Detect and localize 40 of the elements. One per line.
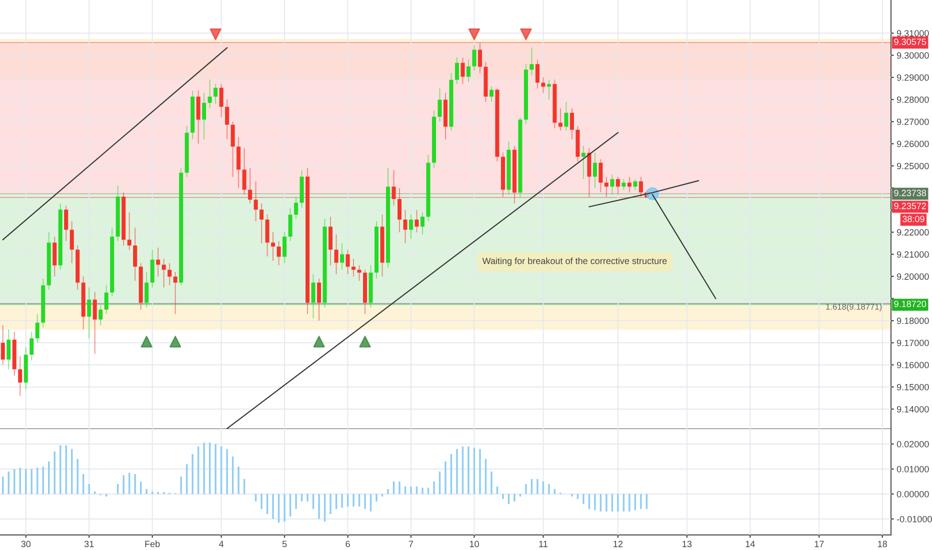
x-tick-label: 5 xyxy=(282,540,287,548)
y-tick-label: 0.01000 xyxy=(896,466,929,472)
text: 38:09 xyxy=(902,216,924,222)
y-tick-label: 9.30000 xyxy=(896,52,929,59)
y-tick-label: -0.01000 xyxy=(896,516,932,522)
y-tick-label: 9.22000 xyxy=(896,229,929,236)
y-tick-label: 9.20000 xyxy=(896,273,929,280)
x-tick-label: 6 xyxy=(346,540,350,548)
x-tick-label: 12 xyxy=(614,540,623,548)
x-tick-label: 14 xyxy=(746,540,755,548)
x-tick-label: 18 xyxy=(878,540,887,548)
y-tick-label: 9.18000 xyxy=(896,318,929,324)
x-tick-label: 10 xyxy=(470,540,479,548)
ref-line-label: 9.23572 xyxy=(894,202,926,210)
y-tick-label: 0.00000 xyxy=(896,490,929,498)
y-tick-label: 9.28000 xyxy=(896,96,929,103)
y-tick-label: 9.14000 xyxy=(896,406,929,412)
y-tick-label: 9.21000 xyxy=(896,251,929,258)
ref-line-label: 9.23738 xyxy=(894,190,926,196)
ref-line-label: 9.18720 xyxy=(894,300,926,308)
ref-line-label: 1.618(9.18771) xyxy=(826,304,882,312)
x-tick-label: 31 xyxy=(84,540,94,548)
y-tick-label: 9.16000 xyxy=(896,362,929,368)
y-tick-label: 9.27000 xyxy=(896,118,929,125)
y-tick-label: 9.26000 xyxy=(896,140,929,148)
x-tick-label: 17 xyxy=(814,540,824,548)
x-tick-label: 30 xyxy=(21,540,31,548)
x-tick-label: 4 xyxy=(219,540,224,548)
ref-line-label: 9.30575 xyxy=(894,38,926,45)
y-tick-label: 9.29000 xyxy=(896,74,929,81)
x-tick-label: 13 xyxy=(682,540,692,548)
x-tick-label: 7 xyxy=(408,540,414,548)
y-tick-label: 9.15000 xyxy=(896,384,929,390)
y-tick-label: 9.31000 xyxy=(896,30,929,37)
y-tick-label: 9.25000 xyxy=(896,162,929,170)
annotation: Waiting for breakout of the corrective structure xyxy=(482,257,667,266)
x-tick-label: 11 xyxy=(539,540,548,548)
y-tick-label: 0.02000 xyxy=(896,440,929,448)
y-tick-label: 9.17000 xyxy=(896,340,929,346)
x-tick-label: Feb xyxy=(145,540,160,548)
